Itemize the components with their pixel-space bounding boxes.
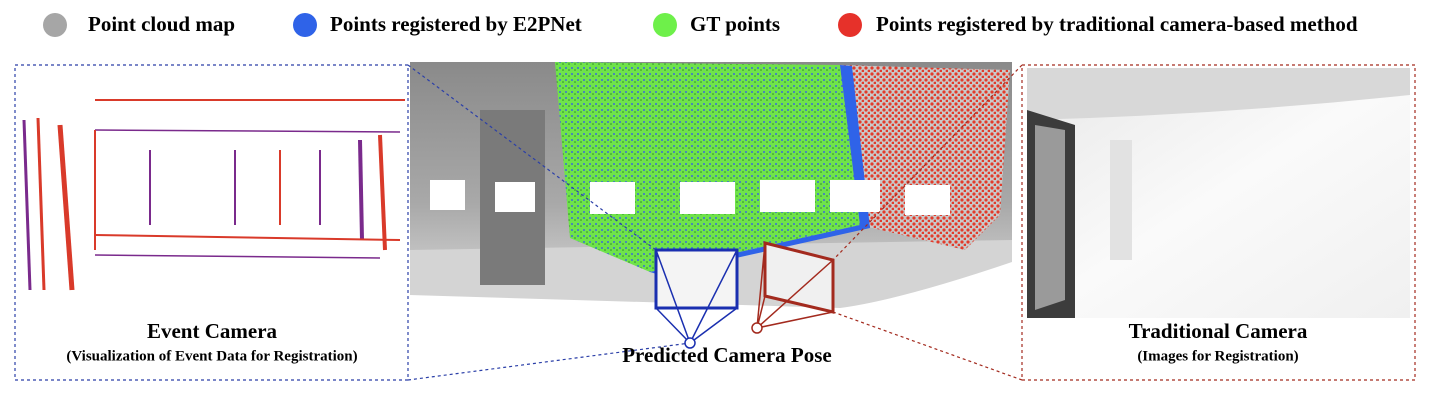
legend-label: Points registered by E2PNet <box>330 12 582 36</box>
panel-subtitle: (Visualization of Event Data for Registr… <box>66 348 357 364</box>
legend-label: Points registered by traditional camera-… <box>876 12 1358 36</box>
panel-border <box>14 64 409 381</box>
panel-title: Event Camera <box>147 319 278 343</box>
ceiling <box>1027 68 1410 120</box>
legend-swatch <box>653 13 677 37</box>
panel-subtitle: (Images for Registration) <box>1137 348 1298 364</box>
legend-label: GT points <box>690 12 780 36</box>
event-visualization <box>22 99 405 291</box>
legend-swatch <box>43 13 67 37</box>
event-panel: Event Camera (Visualization of Event Dat… <box>14 64 409 381</box>
traditional-panel: Traditional Camera (Images for Registrat… <box>1021 64 1416 381</box>
legend-label: Point cloud map <box>88 12 235 36</box>
legend-swatch <box>293 13 317 37</box>
door-glass <box>1035 125 1065 310</box>
e2pnet-camera <box>654 248 739 349</box>
legend-swatch <box>838 13 862 37</box>
green-points <box>555 62 860 272</box>
windows <box>430 180 950 215</box>
red-points <box>840 65 1010 250</box>
center-label: Predicted Camera Pose <box>622 343 832 367</box>
legend: Point cloud map Points registered by E2P… <box>43 12 1358 37</box>
traditional-camera <box>751 241 835 334</box>
column <box>1110 140 1132 260</box>
blue-points <box>650 65 870 275</box>
panel-title: Traditional Camera <box>1129 319 1308 343</box>
point-cloud: Predicted Camera Pose <box>407 62 1023 381</box>
